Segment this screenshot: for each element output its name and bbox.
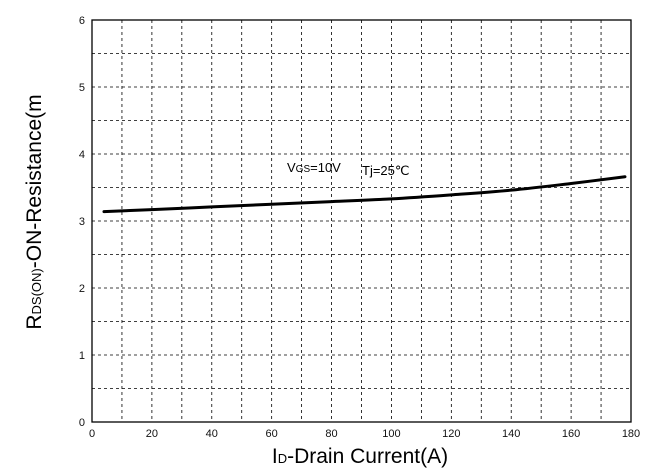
x-tick-label: 80	[325, 428, 337, 440]
annotation-tj: Tj=25℃	[362, 163, 409, 178]
x-tick-label: 140	[502, 428, 520, 440]
x-tick-label: 120	[442, 428, 460, 440]
annotation-vgs-v: V	[287, 160, 296, 175]
annotation-vgs: VGS=10V	[287, 160, 341, 175]
x-tick-label: 100	[382, 428, 400, 440]
y-tick-label: 6	[79, 15, 85, 27]
x-axis-title-sub: D	[278, 451, 287, 466]
y-axis-title-main: R	[23, 314, 46, 329]
x-axis-title: ID-Drain Current(A)	[272, 445, 448, 468]
x-axis-title-main: I	[272, 445, 278, 468]
x-tick-label: 40	[206, 428, 218, 440]
y-tick-label: 1	[79, 350, 85, 362]
y-tick-label: 0	[79, 417, 85, 429]
y-tick-label: 2	[79, 283, 85, 295]
plot-frame	[91, 19, 632, 423]
x-axis-title-rest: -Drain Current(A)	[287, 445, 448, 468]
y-axis-title: RDS(ON)-ON-Resistance(m	[23, 94, 46, 329]
x-tick-label: 60	[266, 428, 278, 440]
x-tick-label: 20	[146, 428, 158, 440]
x-tick-label: 0	[89, 428, 95, 440]
grid	[92, 20, 631, 422]
x-tick-labels: 0 20 40 60 80 100 120 140 160 180	[89, 428, 640, 440]
y-tick-label: 4	[79, 149, 85, 161]
annotation-vgs-sub: GS	[296, 164, 311, 175]
series-line	[102, 175, 627, 214]
x-tick-label: 160	[562, 428, 580, 440]
y-axis-title-rest: -ON-Resistance(m	[23, 94, 46, 268]
y-tick-label: 3	[79, 216, 85, 228]
y-axis-title-sub: DS(ON)	[29, 268, 44, 314]
annotation-vgs-value: =10V	[310, 160, 341, 175]
y-tick-labels: 0 1 2 3 4 5 6	[79, 15, 85, 429]
y-tick-label: 5	[79, 82, 85, 94]
x-tick-label: 180	[622, 428, 640, 440]
